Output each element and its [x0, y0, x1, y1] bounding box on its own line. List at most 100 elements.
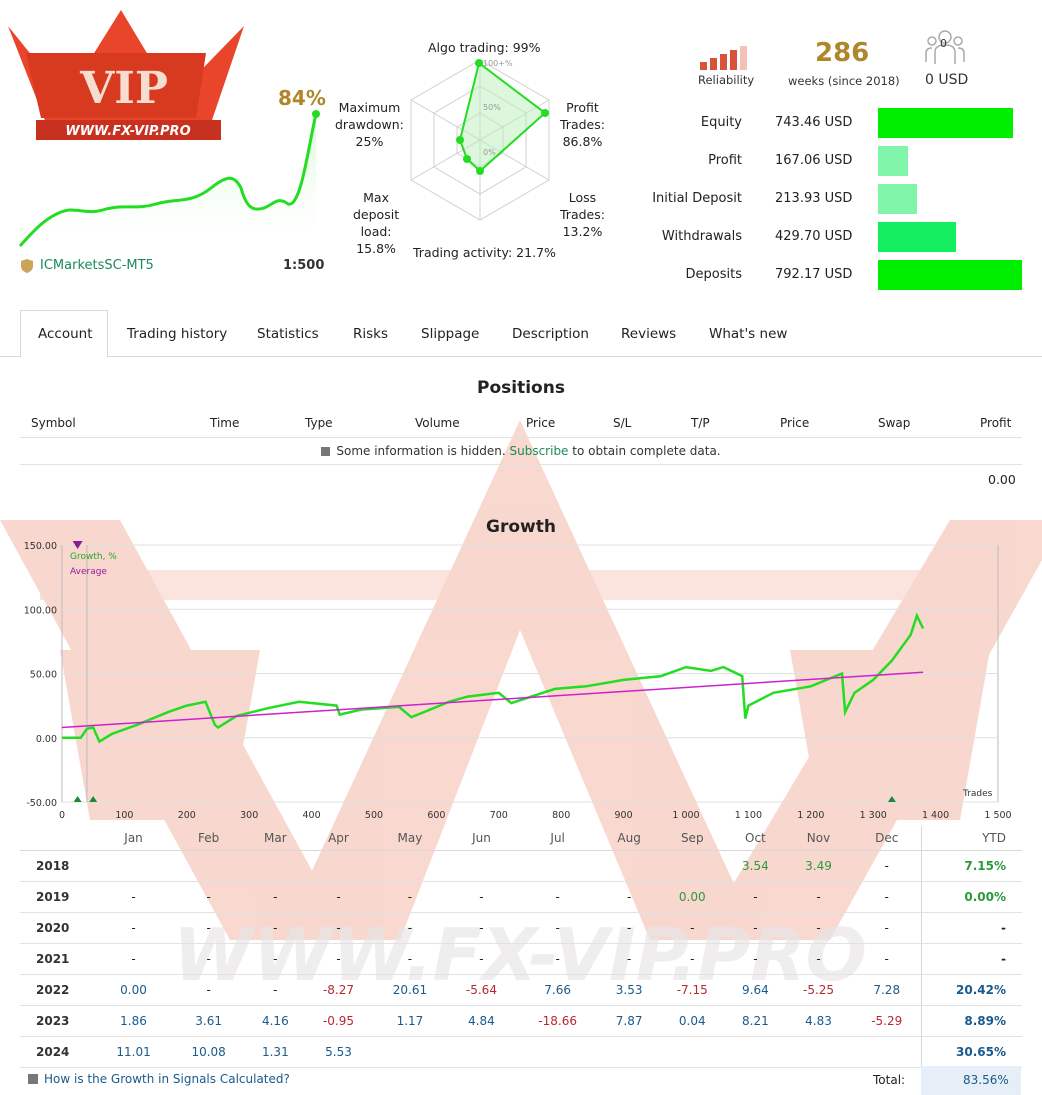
- tab-reviews[interactable]: Reviews: [621, 326, 677, 342]
- reliability-icon: [700, 46, 747, 70]
- month-cell: -: [171, 881, 247, 913]
- finance-value: 167.06 USD: [775, 153, 853, 168]
- month-cell: 10.08: [171, 1036, 247, 1068]
- month-cell: [658, 1036, 727, 1068]
- radar-profit-l1: Profit: [566, 100, 599, 115]
- month-cell: -: [515, 912, 600, 944]
- tab-account[interactable]: Account: [38, 326, 93, 342]
- radar-algo-label: Algo trading: 99%: [428, 40, 541, 55]
- radar-load-l3: load:: [360, 224, 392, 239]
- month-cell: -: [515, 881, 600, 913]
- radar-loss-l3: 13.2%: [562, 224, 603, 239]
- tab-slippage[interactable]: Slippage: [421, 326, 480, 342]
- y-tick-label: 100.00: [24, 605, 57, 616]
- tab-statistics[interactable]: Statistics: [257, 326, 319, 342]
- year-cell: 2018: [20, 850, 96, 882]
- ytd-cell: -: [921, 912, 1022, 944]
- month-cell: [372, 850, 448, 882]
- radar-drawdown-label: Maximum drawdown: 25%: [335, 99, 404, 150]
- logo-text: WWW.FX-VIP.PRO: [65, 124, 190, 139]
- col-sl: S/L: [613, 416, 632, 430]
- finance-bar: [878, 146, 908, 176]
- month-cell: -: [372, 881, 448, 913]
- help-icon: [28, 1074, 38, 1084]
- growth-sparkline: [18, 110, 320, 253]
- tab-risks[interactable]: Risks: [353, 326, 389, 342]
- month-cell: 3.49: [784, 850, 853, 882]
- finance-value: 792.17 USD: [775, 267, 853, 282]
- col-time: Time: [210, 416, 240, 430]
- col-type: Type: [305, 416, 333, 430]
- month-cell: [171, 850, 247, 882]
- svg-text:100+%: 100+%: [483, 59, 513, 68]
- subscribe-link[interactable]: Subscribe: [509, 444, 569, 458]
- month-cell: -: [372, 912, 448, 944]
- tab-trading-history[interactable]: Trading history: [127, 326, 228, 342]
- ytd-cell: 8.89%: [921, 1005, 1022, 1037]
- month-cell: -: [171, 974, 247, 1006]
- radar-load-l1: Max: [363, 190, 389, 205]
- tab-description[interactable]: Description: [512, 326, 589, 342]
- radar-profit-l3: 86.8%: [562, 134, 603, 149]
- month-cell: -: [246, 912, 305, 944]
- radar-load-l4: 15.8%: [356, 241, 396, 256]
- month-cell: -: [447, 943, 516, 975]
- month-cell: -: [658, 912, 727, 944]
- deposit-marker: [89, 796, 98, 802]
- growth-calc-link[interactable]: How is the Growth in Signals Calculated?: [44, 1072, 290, 1086]
- month-cell: -: [599, 943, 659, 975]
- svg-text:50%: 50%: [483, 103, 501, 112]
- table-row: 2024 11.01 10.08 1.31 5.53 30.65%: [20, 1036, 1022, 1068]
- total-label: Total:: [873, 1073, 906, 1087]
- weeks-label: weeks (since 2018): [788, 74, 900, 88]
- month-cell: [246, 850, 305, 882]
- month-cell: -: [726, 881, 785, 913]
- legend-growth: Growth, %: [70, 552, 117, 562]
- x-tick-label: 100: [115, 810, 133, 821]
- month-cell: [852, 1036, 922, 1068]
- month-cell: [447, 1036, 516, 1068]
- x-tick-label: 700: [490, 810, 508, 821]
- svg-text:VIP: VIP: [79, 63, 168, 114]
- x-tick-label: 1 000: [672, 810, 699, 821]
- month-cell: -7.15: [658, 974, 727, 1006]
- col-symbol: Symbol: [31, 416, 76, 430]
- positions-total: 0.00: [988, 472, 1016, 487]
- month-cell: -: [784, 881, 853, 913]
- deposit-marker: [73, 796, 82, 802]
- month-cell: [515, 850, 600, 882]
- legend-average: Average: [70, 567, 107, 577]
- average-line: [61, 671, 924, 729]
- month-cell: -: [599, 881, 659, 913]
- month-header: Jun: [447, 826, 516, 851]
- tab-account-active[interactable]: [20, 310, 108, 358]
- month-cell: 1.31: [246, 1036, 305, 1068]
- month-cell: -: [304, 881, 373, 913]
- growth-chart: 150.00 100.00 50.00 0.00 -50.000 100 200 300 400…: [24, 541, 1012, 821]
- subscribers-value: 0 USD: [925, 72, 969, 88]
- month-cell: 7.87: [599, 1005, 659, 1037]
- month-cell: 1.86: [96, 1005, 172, 1037]
- monthly-table: Jan Feb Mar Apr May Jun Jul Aug Sep Oct Nov Dec YTD …: [20, 826, 1022, 1068]
- month-cell: 3.54: [726, 850, 785, 882]
- x-tick-label: 1 500: [984, 810, 1011, 821]
- total-value-cell: [921, 1066, 1021, 1095]
- month-cell: 0.00: [658, 881, 727, 913]
- month-header: Feb: [171, 826, 247, 851]
- month-cell: -: [852, 881, 922, 913]
- broker-link[interactable]: ICMarketsSC-MT5: [40, 258, 154, 273]
- finance-label: Equity: [700, 115, 742, 130]
- tab-whats-new[interactable]: What's new: [709, 326, 788, 342]
- month-header: Dec: [852, 826, 922, 851]
- month-cell: 20.61: [372, 974, 448, 1006]
- month-cell: -: [658, 943, 727, 975]
- month-cell: 5.53: [304, 1036, 373, 1068]
- brand-logo: WWW.FX-VIP.PRO VIP: [8, 10, 244, 140]
- finance-bar: [878, 222, 956, 252]
- x-tick-label: 1 200: [797, 810, 824, 821]
- month-cell: [658, 850, 727, 882]
- y-tick-label: 0.00: [36, 734, 57, 745]
- month-cell: [96, 850, 172, 882]
- y-tick-label: -50.00: [26, 798, 57, 809]
- month-cell: [599, 1036, 659, 1068]
